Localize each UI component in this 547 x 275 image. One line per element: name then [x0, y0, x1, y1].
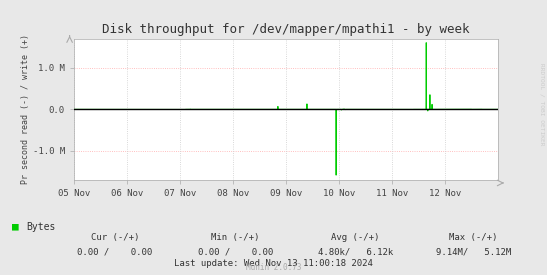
Text: Munin 2.0.73: Munin 2.0.73	[246, 263, 301, 272]
Text: Max (-/+): Max (-/+)	[449, 233, 497, 242]
Text: Cur (-/+): Cur (-/+)	[91, 233, 139, 242]
Text: 0.00 /    0.00: 0.00 / 0.00	[197, 247, 273, 256]
Text: 0.00 /    0.00: 0.00 / 0.00	[77, 247, 153, 256]
Text: Last update: Wed Nov 13 11:00:18 2024: Last update: Wed Nov 13 11:00:18 2024	[174, 259, 373, 268]
Text: Avg (-/+): Avg (-/+)	[331, 233, 380, 242]
Text: ■: ■	[12, 222, 19, 232]
Text: Min (-/+): Min (-/+)	[211, 233, 259, 242]
Title: Disk throughput for /dev/mapper/mpathi1 - by week: Disk throughput for /dev/mapper/mpathi1 …	[102, 23, 469, 36]
Text: 9.14M/   5.12M: 9.14M/ 5.12M	[435, 247, 511, 256]
Text: Bytes: Bytes	[26, 222, 56, 232]
Text: RRDTOOL / TOBI OETIKER: RRDTOOL / TOBI OETIKER	[539, 63, 544, 146]
Y-axis label: Pr second read (-) / write (+): Pr second read (-) / write (+)	[21, 34, 30, 184]
Text: 4.80k/   6.12k: 4.80k/ 6.12k	[318, 247, 393, 256]
